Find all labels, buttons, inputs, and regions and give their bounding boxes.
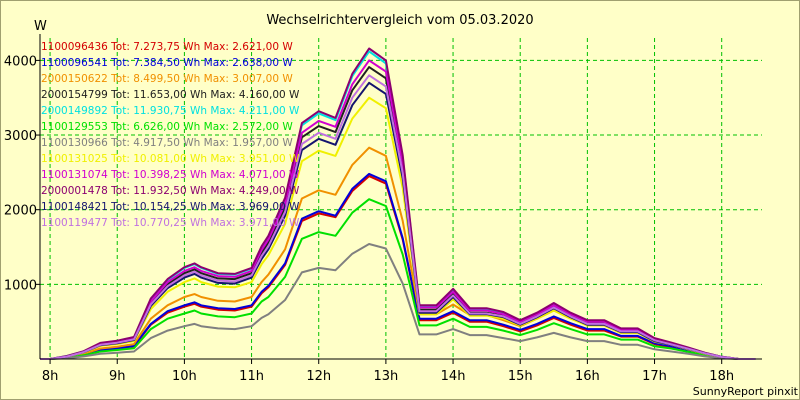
legend-entry-2000001478: 2000001478 Tot: 11.932,50 Wh Max: 4.249,… — [41, 185, 300, 197]
legend-entry-1100131025: 1100131025 Tot: 10.081,00 Wh Max: 3.951,… — [41, 153, 300, 165]
x-tick-label: 12h — [306, 369, 331, 384]
axes — [36, 34, 762, 364]
plot-area — [40, 38, 762, 359]
legend-entry-1100130966: 1100130966 Tot: 4.917,50 Wh Max: 1.957,0… — [41, 137, 293, 149]
y-tick-label: 2000 — [4, 204, 37, 219]
plot-background — [40, 38, 762, 359]
series-line-1100096541 — [40, 172, 756, 360]
x-tick-label: 11h — [239, 369, 264, 384]
legend-entry-1100096541: 1100096541 Tot: 7.384,50 Wh Max: 2.638,0… — [41, 57, 293, 69]
x-tick-label: 9h — [109, 369, 126, 384]
series-line-1100129553 — [40, 198, 756, 360]
legend-entry-1100148421: 1100148421 Tot: 10.154,25 Wh Max: 3.969,… — [41, 201, 300, 213]
series-lines — [40, 47, 756, 360]
x-tick-label: 18h — [709, 369, 734, 384]
y-tick-label: 1000 — [4, 278, 37, 293]
series-line-1100131074 — [40, 59, 756, 360]
legend-entry-2000154799: 2000154799 Tot: 11.653,00 Wh Max: 4.160,… — [41, 89, 300, 101]
series-line-1100119477 — [40, 74, 756, 360]
legend-entry-1100096436: 1100096436 Tot: 7.273,75 Wh Max: 2.621,0… — [41, 41, 293, 53]
legend-entry-2000149892: 2000149892 Tot: 11.930,75 Wh Max: 4.211,… — [41, 105, 300, 117]
x-tick-label: 16h — [575, 369, 600, 384]
chart-title: Wechselrichtervergleich vom 05.03.2020 — [266, 13, 533, 28]
legend-entry-1100131074: 1100131074 Tot: 10.398,25 Wh Max: 4.071,… — [41, 169, 300, 181]
legend: 1100096436 Tot: 7.273,75 Wh Max: 2.621,0… — [41, 41, 300, 229]
x-tick-label: 10h — [172, 369, 197, 384]
legend-entry-1100129553: 1100129553 Tot: 6.626,00 Wh Max: 2.572,0… — [41, 121, 293, 133]
grid-lines — [40, 38, 762, 359]
footer-credit: SunnyReport pinxit — [693, 385, 799, 398]
y-tick-label: 4000 — [4, 54, 37, 69]
series-line-1100130966 — [40, 243, 756, 360]
x-tick-label: 17h — [642, 369, 667, 384]
y-axis-unit-label: W — [34, 19, 47, 34]
legend-entry-1100119477: 1100119477 Tot: 10.770,25 Wh Max: 3.971,… — [41, 217, 300, 229]
x-tick-label: 15h — [508, 369, 533, 384]
x-tick-label: 13h — [373, 369, 398, 384]
tick-labels: 1000 2000 3000 4000 8h 9h 10h 11h 12h 13h 14h 15h 16… — [4, 54, 734, 384]
legend-entry-2000150622: 2000150622 Tot: 8.499,50 Wh Max: 3.007,0… — [41, 73, 293, 85]
x-tick-label: 8h — [42, 369, 59, 384]
y-tick-label: 3000 — [4, 129, 37, 144]
series-line-2000001478 — [40, 47, 756, 360]
x-tick-label: 14h — [441, 369, 466, 384]
